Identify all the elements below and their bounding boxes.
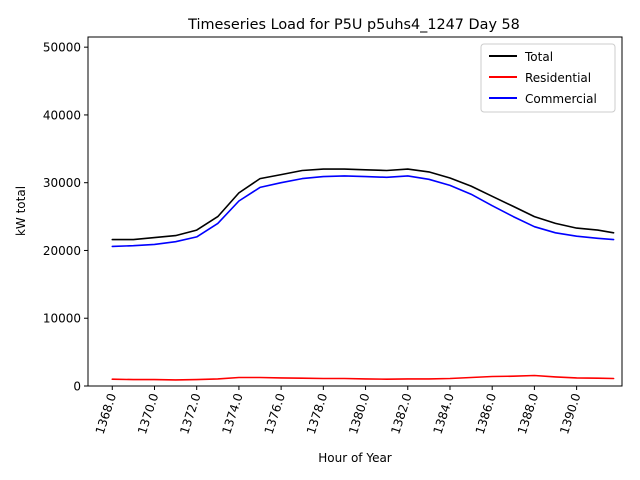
chart-title: Timeseries Load for P5U p5uhs4_1247 Day … [187, 17, 520, 33]
x-tick-label: 1368.0 [93, 392, 119, 436]
x-tick-label: 1390.0 [557, 392, 583, 436]
x-tick-label: 1378.0 [304, 392, 330, 436]
x-tick-label: 1388.0 [515, 392, 541, 436]
y-tick-label: 10000 [43, 312, 81, 326]
series-line-commercial [111, 175, 615, 248]
y-tick-label: 0 [73, 380, 81, 394]
x-axis-ticks: 1368.0 1370.0 1372.0 1374.0 1376.0 1378.0 1380… [93, 386, 583, 436]
x-tick-label: 1386.0 [473, 392, 499, 436]
y-tick-label: 50000 [43, 41, 81, 55]
y-axis-ticks: 0 10000 20000 30000 40000 50000 [43, 41, 88, 394]
y-tick-label: 40000 [43, 108, 81, 122]
legend-frame [480, 43, 616, 113]
y-tick-label: 30000 [43, 176, 81, 190]
y-tick-label: 20000 [43, 244, 81, 258]
y-axis-label: kW total [14, 186, 28, 236]
x-tick-label: 1370.0 [135, 392, 161, 436]
x-tick-label: 1384.0 [431, 392, 457, 436]
legend-label-total: Total [524, 50, 553, 64]
x-tick-label: 1382.0 [388, 392, 414, 436]
x-axis-label: Hour of Year [318, 451, 392, 465]
plot-area [87, 36, 623, 387]
series-line-residential [111, 374, 615, 381]
plot-frame [87, 36, 623, 387]
x-tick-label: 1376.0 [262, 392, 288, 436]
legend-label-commercial: Commercial [525, 92, 597, 106]
series-line-total [111, 168, 615, 241]
x-tick-label: 1380.0 [346, 392, 372, 436]
legend-label-residential: Residential [525, 71, 591, 85]
legend: Total Residential Commercial [480, 43, 616, 113]
x-tick-label: 1372.0 [177, 392, 203, 436]
x-tick-label: 1374.0 [219, 392, 245, 436]
